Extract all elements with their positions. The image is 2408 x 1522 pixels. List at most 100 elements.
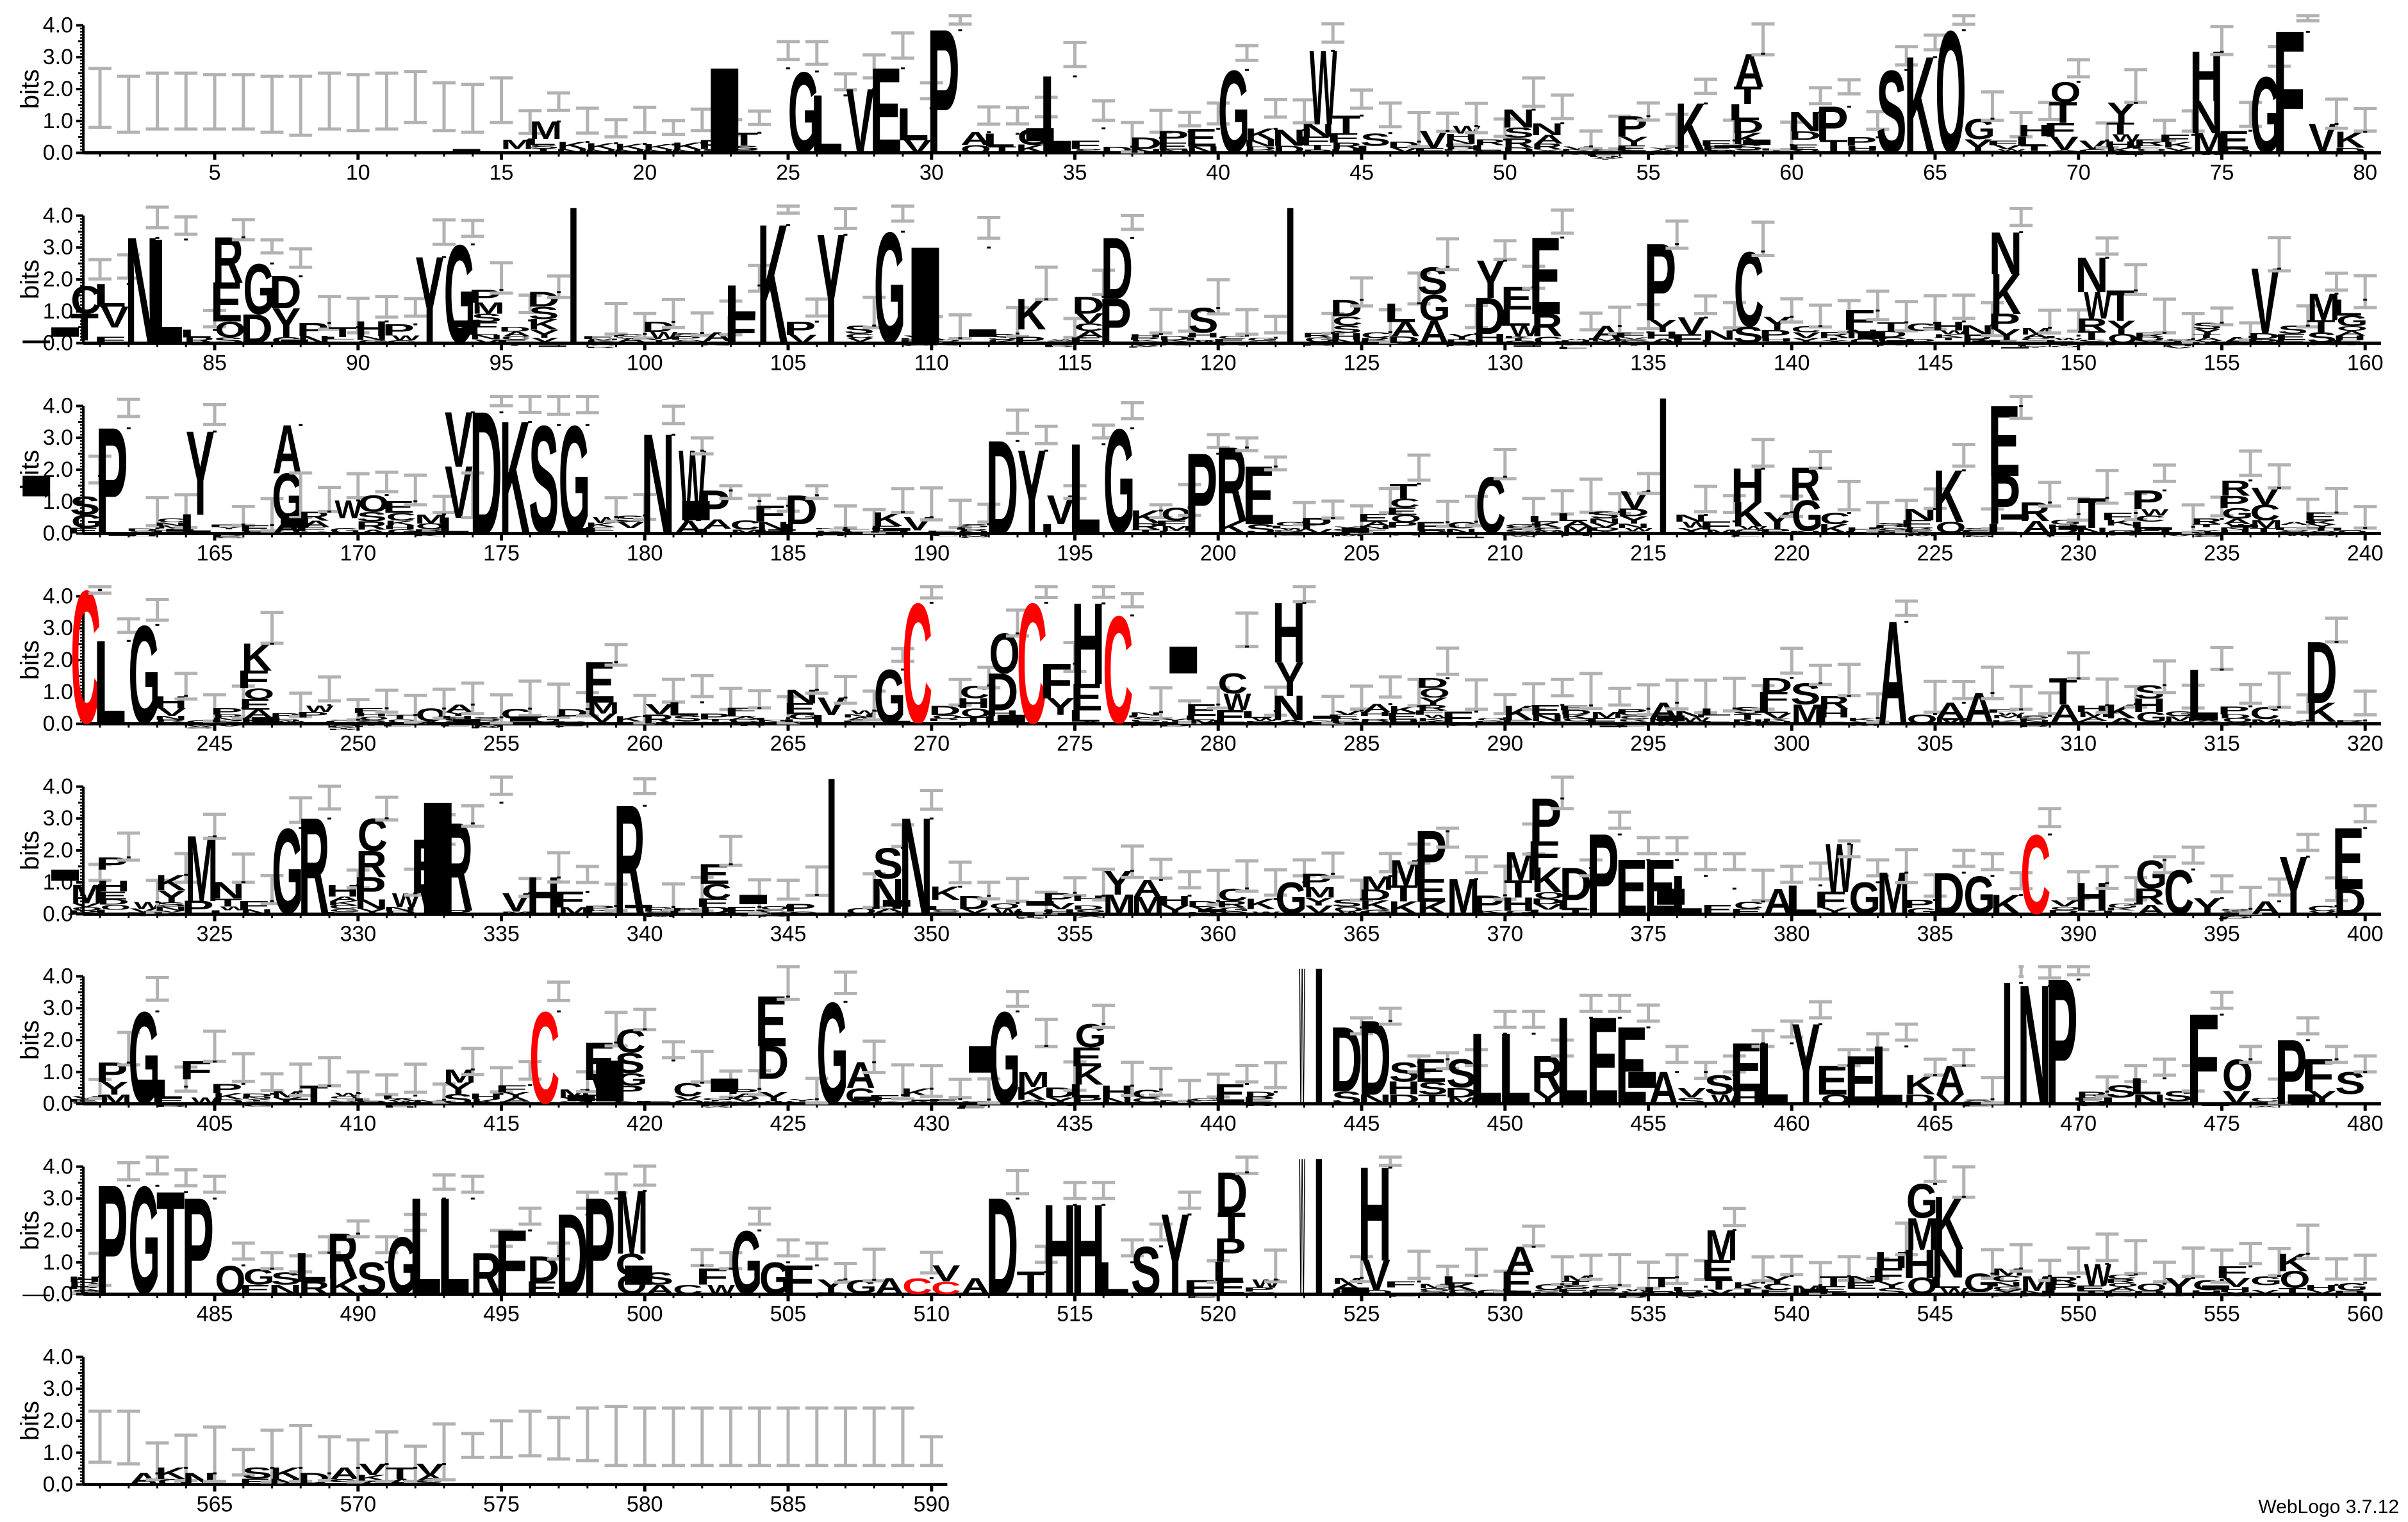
svg-text:V: V [215, 724, 243, 726]
svg-text:M: M [1103, 889, 1135, 920]
svg-text:F: F [495, 1212, 527, 1315]
svg-text:L: L [1040, 521, 1073, 536]
svg-text:I: I [841, 1096, 895, 1102]
svg-text:570: 570 [340, 1493, 376, 1517]
svg-text:L: L [1756, 1025, 1789, 1123]
svg-text:I: I [899, 1100, 952, 1102]
svg-text:I: I [1185, 907, 1239, 913]
svg-text:3.0: 3.0 [43, 616, 73, 640]
svg-text:G: G [128, 1155, 160, 1327]
svg-text:555: 555 [2204, 1302, 2240, 1327]
svg-text:P: P [1873, 343, 1906, 345]
svg-text:I: I [870, 720, 923, 723]
svg-text:L: L [839, 722, 871, 724]
svg-text:P: P [927, 718, 960, 722]
svg-text:E: E [525, 1278, 558, 1298]
svg-text:C: C [1103, 584, 1133, 756]
svg-text:A: A [2107, 716, 2137, 725]
svg-text:G: G [1218, 47, 1249, 178]
svg-text:I: I [555, 527, 608, 533]
svg-text:4.0: 4.0 [43, 964, 73, 989]
svg-text:360: 360 [1200, 922, 1237, 946]
svg-text:F: F [1556, 347, 1588, 349]
svg-text:L: L [2215, 532, 2248, 534]
svg-text:C: C [2164, 856, 2194, 927]
svg-text:A: A [961, 1274, 990, 1300]
svg-text:150: 150 [2060, 351, 2097, 375]
svg-text:V: V [617, 520, 645, 530]
svg-text:405: 405 [197, 1112, 233, 1136]
svg-text:20: 20 [632, 160, 657, 185]
svg-text:I: I [899, 218, 952, 374]
svg-text:R: R [1044, 345, 1075, 347]
svg-text:S: S [2306, 534, 2336, 536]
svg-text:290: 290 [1487, 731, 1523, 756]
svg-text:L: L [323, 336, 356, 340]
svg-text:D: D [355, 1102, 388, 1104]
svg-text:R: R [1015, 917, 1046, 919]
svg-text:100: 100 [627, 351, 663, 375]
svg-text:185: 185 [770, 541, 807, 565]
svg-text:V: V [2309, 910, 2337, 914]
svg-text:N: N [2189, 343, 2223, 345]
svg-text:4.0: 4.0 [43, 393, 73, 418]
svg-text:G: G [1562, 343, 1594, 345]
svg-text:45: 45 [1349, 160, 1374, 185]
svg-text:S: S [1332, 1088, 1362, 1108]
svg-text:H: H [1243, 342, 1277, 344]
svg-text:2.0: 2.0 [43, 838, 73, 862]
svg-text:I: I [1673, 722, 1726, 724]
svg-text:I: I [612, 904, 665, 909]
svg-text:G: G [874, 654, 905, 740]
svg-text:R: R [327, 728, 358, 730]
svg-text:E: E [1959, 1105, 1992, 1107]
svg-text:I: I [2275, 1091, 2329, 1107]
svg-text:I: I [526, 345, 579, 347]
svg-text:F: F [695, 723, 728, 725]
svg-text:I: I [153, 722, 206, 724]
svg-text:D: D [757, 1037, 789, 1089]
svg-text:P: P [181, 897, 214, 918]
svg-text:D: D [240, 306, 273, 352]
svg-text:T: T [1389, 722, 1418, 724]
svg-text:G: G [128, 986, 160, 1132]
svg-text:F: F [1383, 1280, 1416, 1289]
svg-text:I: I [2074, 343, 2127, 345]
svg-text:I: I [2189, 1284, 2242, 1291]
svg-text:I: I [38, 324, 92, 340]
svg-text:510: 510 [913, 1302, 950, 1327]
svg-text:Y: Y [358, 907, 387, 915]
svg-text:S: S [213, 336, 243, 345]
svg-text:390: 390 [2060, 922, 2097, 946]
svg-text:N: N [1186, 145, 1220, 155]
svg-text:V: V [2165, 1295, 2193, 1296]
svg-text:S: S [1131, 1104, 1161, 1105]
svg-text:540: 540 [1774, 1302, 1810, 1327]
svg-text:V: V [2165, 534, 2193, 536]
svg-text:165: 165 [197, 541, 233, 565]
svg-text:125: 125 [1344, 351, 1380, 375]
svg-text:285: 285 [1344, 731, 1380, 756]
svg-text:P: P [296, 710, 329, 718]
svg-text:C: C [1447, 724, 1477, 726]
svg-text:I: I [411, 767, 465, 949]
svg-text:590: 590 [913, 1493, 950, 1517]
svg-text:E: E [2189, 722, 2222, 724]
svg-text:A: A [1821, 343, 1851, 345]
svg-text:85: 85 [202, 351, 227, 375]
svg-text:E: E [67, 525, 99, 535]
svg-text:55: 55 [1637, 160, 1661, 185]
svg-text:I: I [10, 1295, 63, 1296]
svg-text:395: 395 [2204, 922, 2240, 946]
svg-text:E: E [1701, 901, 1734, 916]
svg-text:C: C [1906, 723, 1936, 725]
svg-text:L: L [1785, 876, 1818, 923]
svg-text:Y: Y [1820, 906, 1849, 916]
svg-text:2.0: 2.0 [43, 267, 73, 292]
svg-text:K: K [1016, 290, 1046, 339]
svg-text:V: V [903, 1104, 932, 1105]
svg-text:I: I [2189, 1105, 2242, 1107]
svg-text:I: I [440, 717, 493, 725]
svg-text:3.0: 3.0 [43, 235, 73, 260]
svg-text:420: 420 [627, 1112, 663, 1136]
